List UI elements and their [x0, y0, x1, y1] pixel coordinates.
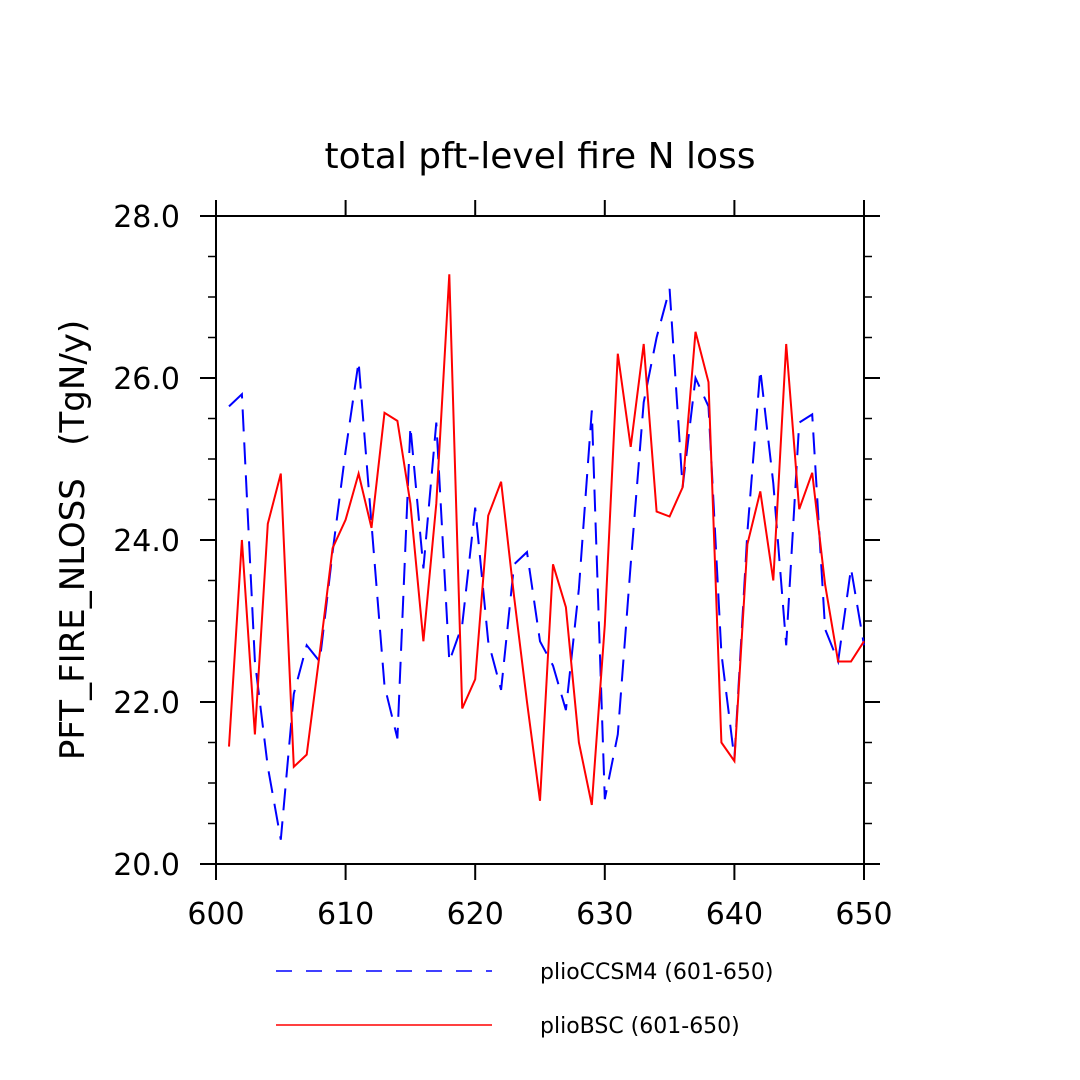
legend-label: plioCCSM4 (601-650)	[540, 960, 773, 985]
legend-label: plioBSC (601-650)	[540, 1014, 740, 1039]
series-line-pliocccsm4	[228, 288, 865, 840]
x-tick-label: 610	[317, 897, 374, 932]
legend: plioCCSM4 (601-650) plioBSC (601-650)	[276, 960, 773, 1039]
y-axis-label: PFT_FIRE_NLOSS (TgN/y)	[53, 320, 93, 760]
chart-title: total pft-level fire N loss	[325, 136, 756, 177]
series-line-pliobsc	[228, 274, 865, 806]
axis-tick-labels: 600 610 620 630 640 650 20.0 22.0 24.0 26.0 28.0	[113, 200, 892, 932]
x-tick-label: 620	[447, 897, 504, 932]
y-tick-label: 24.0	[113, 524, 180, 559]
x-tick-label: 640	[706, 897, 763, 932]
y-tick-label: 20.0	[113, 848, 180, 883]
x-tick-label: 650	[835, 897, 892, 932]
y-tick-label: 26.0	[113, 362, 180, 397]
y-tick-label: 22.0	[113, 686, 180, 721]
axis-ticks	[200, 200, 880, 880]
y-tick-label: 28.0	[113, 200, 180, 235]
x-tick-label: 600	[187, 897, 244, 932]
series-lines	[228, 274, 865, 840]
x-tick-label: 630	[576, 897, 633, 932]
